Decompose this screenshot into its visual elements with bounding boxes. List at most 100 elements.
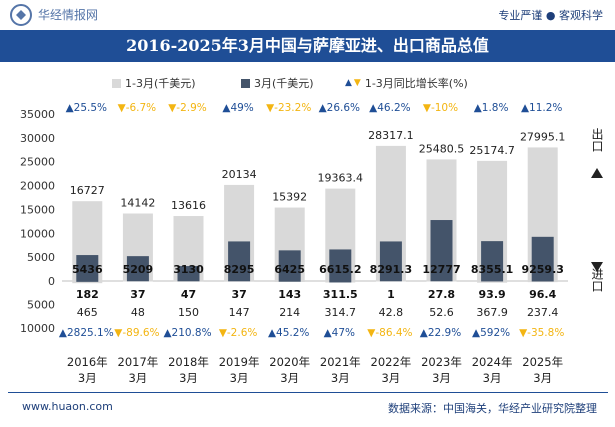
export-month-bar [379,241,402,281]
export-month-label: 9259.3 [521,263,563,276]
import-month-label: 27.8 [428,288,455,301]
x-tick-label: 2022年 [371,355,412,369]
x-tick-label: 2017年 [118,355,159,369]
y-tick-label: 5000 [27,251,55,264]
export-month-bar [481,241,504,281]
export-ytd-label: 25174.7 [469,144,515,157]
triangle-up-icon: ▲ [345,78,352,88]
import-ytd-label: 367.9 [476,306,508,319]
y-tick-label: 35000 [20,108,55,121]
y-tick-label: 0 [48,275,55,288]
export-ytd-label: 20134 [222,168,257,181]
x-tick-label: 3月 [128,371,147,385]
export-yoy-label: ▼-23.2% [266,102,311,114]
logo-text: 华经情报网 [38,8,99,22]
x-tick-label: 2024年 [472,355,513,369]
export-ytd-label: 19363.4 [318,172,364,185]
export-month-bar [430,220,453,281]
import-yoy-label: ▼-35.8% [519,327,564,339]
import-ytd-label: 465 [77,306,98,319]
export-month-label: 5209 [123,263,154,276]
import-month-bar [76,281,99,282]
tagline: 专业严谨 ● 客观科学 [498,9,603,22]
x-tick-label: 2023年 [421,355,462,369]
export-month-bar [278,250,301,281]
export-month-label: 3130 [173,263,204,276]
import-month-bar [278,281,301,282]
legend-ytd-label: 1-3月(千美元) [125,77,196,90]
x-tick-label: 2019年 [219,355,260,369]
export-yoy-label: ▲26.6% [319,102,360,114]
top-bar: 华经情报网 专业严谨 ● 客观科学 [0,0,615,30]
x-tick-label: 3月 [280,371,299,385]
import-ytd-bar [527,281,558,283]
x-tick-label: 2018年 [168,355,209,369]
y-tick-label: 5000 [27,299,55,312]
export-month-bar [531,236,554,281]
export-month-bar [126,256,149,281]
export-yoy-label: ▼-6.7% [118,102,157,114]
import-month-label: 182 [76,288,99,301]
export-month-bar [329,249,352,281]
export-ytd-label: 28317.1 [368,129,414,142]
x-tick-label: 3月 [432,371,451,385]
import-ytd-label: 237.4 [527,306,559,319]
y-tick-label: 10000 [20,227,55,240]
x-tick-label: 3月 [533,371,552,385]
x-tick-label: 3月 [78,371,97,385]
export-month-label: 6615.2 [319,263,361,276]
x-tick-label: 3月 [230,371,249,385]
import-side-label: 进口 [590,268,604,292]
import-yoy-label: ▲45.2% [268,327,309,339]
x-tick-label: 3月 [381,371,400,385]
legend-ytd-swatch [112,78,121,88]
import-month-bar [329,281,352,283]
import-month-label: 93.9 [479,288,506,301]
footer-divider [8,392,608,393]
export-ytd-label: 25480.5 [419,142,465,155]
import-yoy-label: ▲2825.1% [59,327,114,339]
import-ytd-label: 42.8 [379,306,404,319]
import-month-label: 37 [130,288,145,301]
export-yoy-label: ▼-10% [423,102,458,114]
export-yoy-label: ▲46.2% [369,102,410,114]
y-tick-label: 10000 [20,322,55,335]
export-yoy-label: ▲25.5% [66,102,107,114]
import-month-label: 37 [231,288,246,301]
chart-title: 2016-2025年3月中国与萨摩亚进、出口商品总值 [0,30,615,62]
import-month-label: 96.4 [529,288,556,301]
import-month-label: 311.5 [323,288,358,301]
export-month-label: 12777 [422,263,460,276]
import-ytd-bar [72,281,103,284]
export-ytd-label: 27995.1 [520,130,566,143]
export-yoy-label: ▲49% [222,102,253,114]
import-yoy-label: ▲210.8% [163,327,211,339]
export-month-label: 6425 [274,263,305,276]
export-month-bar [228,241,251,281]
x-tick-label: 2016年 [67,355,108,369]
import-ytd-label: 314.7 [325,306,357,319]
import-ytd-label: 214 [279,306,300,319]
export-ytd-label: 15392 [272,191,307,204]
import-ytd-label: 48 [131,306,145,319]
legend: 1-3月(千美元) 3月(千美元) ▲ ▼ 1-3月同比增长率(%) [0,72,615,94]
export-ytd-label: 13616 [171,199,206,212]
export-arrow-up-icon [591,168,603,178]
import-ytd-label: 52.6 [429,306,454,319]
x-tick-label: 2020年 [269,355,310,369]
x-tick-label: 3月 [483,371,502,385]
x-tick-label: 3月 [331,371,350,385]
import-ytd-bar [173,281,204,282]
import-yoy-label: ▼-2.6% [219,327,258,339]
export-month-label: 8355.1 [471,263,513,276]
y-tick-label: 15000 [20,203,55,216]
import-ytd-bar [224,281,255,282]
legend-ytd: 1-3月(千美元) [112,75,196,91]
footer-website: www.huaon.com [22,400,113,413]
import-yoy-label: ▲592% [472,327,510,339]
x-tick-label: 3月 [179,371,198,385]
import-month-label: 143 [278,288,301,301]
export-yoy-label: ▲1.8% [474,102,509,114]
y-tick-label: 25000 [20,156,55,169]
